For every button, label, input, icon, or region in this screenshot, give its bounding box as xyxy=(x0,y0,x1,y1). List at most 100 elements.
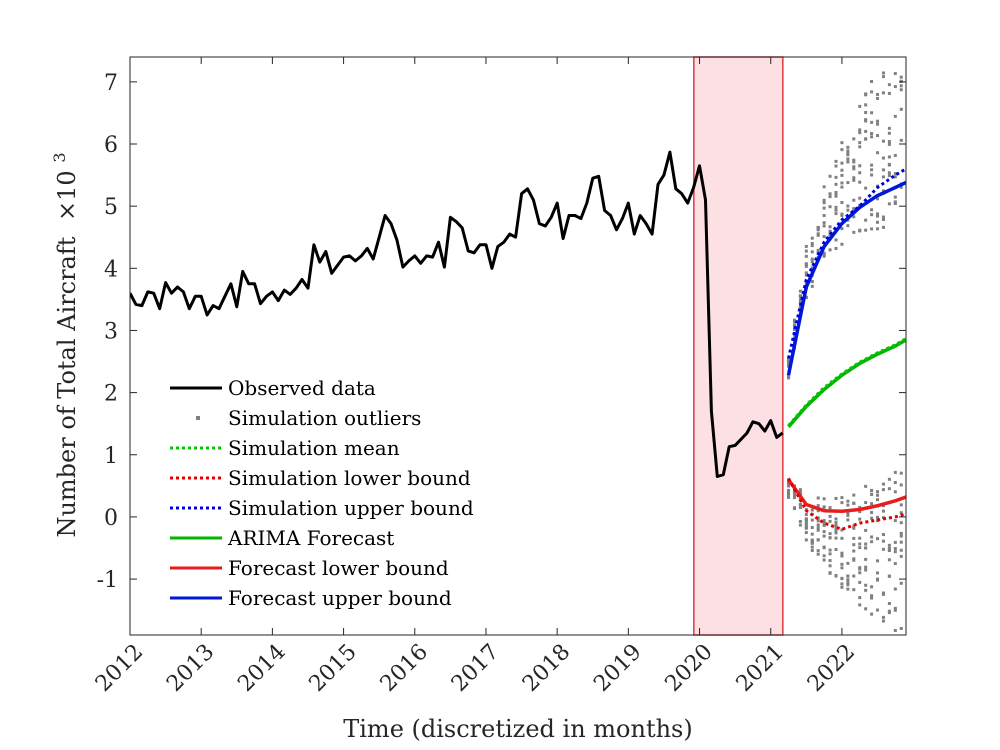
outlier-point xyxy=(828,248,832,252)
outlier-point xyxy=(828,564,832,568)
outlier-point xyxy=(893,628,897,632)
y-tick-label: 0 xyxy=(104,506,118,531)
outlier-point xyxy=(899,503,903,507)
outlier-point xyxy=(834,525,838,529)
outlier-point xyxy=(881,488,885,492)
outlier-point xyxy=(834,238,838,242)
outlier-point xyxy=(787,359,791,363)
outlier-point xyxy=(887,142,891,146)
outlier-point xyxy=(787,373,791,377)
outlier-point xyxy=(870,492,874,496)
outlier-point xyxy=(846,499,850,503)
outlier-point xyxy=(834,212,838,216)
outlier-point xyxy=(840,554,844,558)
outlier-point xyxy=(893,85,897,89)
outlier-point xyxy=(893,153,897,157)
outlier-point xyxy=(887,543,891,547)
axes-frame xyxy=(129,56,907,636)
outlier-point xyxy=(858,510,862,514)
outlier-point xyxy=(840,501,844,505)
outlier-point xyxy=(810,526,814,530)
outlier-point xyxy=(876,214,880,218)
outlier-point xyxy=(876,577,880,581)
outlier-point xyxy=(798,523,802,527)
outlier-point xyxy=(798,289,802,293)
outlier-point xyxy=(870,120,874,124)
outlier-point xyxy=(822,554,826,558)
outlier-point xyxy=(816,549,820,553)
outlier-point xyxy=(899,548,903,552)
outlier-point xyxy=(870,173,874,177)
outlier-point xyxy=(816,496,820,500)
outlier-point xyxy=(899,471,903,475)
outlier-point xyxy=(804,244,808,248)
outlier-point xyxy=(858,228,862,232)
outlier-point xyxy=(899,483,903,487)
outlier-point xyxy=(876,227,880,231)
outlier-point xyxy=(864,546,868,550)
outlier-point xyxy=(846,513,850,517)
outlier-point xyxy=(852,198,856,202)
outlier-point xyxy=(787,357,791,361)
outlier-point xyxy=(864,528,868,532)
outlier-point xyxy=(810,236,814,240)
outlier-point xyxy=(870,540,874,544)
outlier-point xyxy=(834,531,838,535)
outlier-point xyxy=(816,526,820,530)
y-tick-label: 2 xyxy=(104,382,118,407)
outlier-point xyxy=(828,195,832,199)
y-tick-label: 5 xyxy=(104,195,118,220)
outlier-point xyxy=(840,161,844,165)
y-tick-label: 4 xyxy=(104,257,118,282)
outlier-point xyxy=(852,176,856,180)
outlier-point xyxy=(828,532,832,536)
outlier-point xyxy=(870,535,874,539)
outlier-point xyxy=(887,558,891,562)
outlier-point xyxy=(864,137,868,141)
outlier-point xyxy=(834,574,838,578)
outlier-point xyxy=(810,250,814,254)
outlier-point xyxy=(816,519,820,523)
outlier-point xyxy=(822,235,826,239)
outlier-point xyxy=(870,594,874,598)
outlier-point xyxy=(876,119,880,123)
outlier-point xyxy=(834,246,838,250)
outlier-point xyxy=(834,193,838,197)
outlier-point xyxy=(893,72,897,76)
outlier-point xyxy=(822,198,826,202)
y-axis-title-text: Number of Total Aircraft xyxy=(53,236,81,537)
outlier-point xyxy=(846,145,850,149)
outlier-point xyxy=(840,185,844,189)
legend-label: Observed data xyxy=(228,376,376,400)
outlier-point xyxy=(822,558,826,562)
outlier-point xyxy=(870,90,874,94)
outlier-point xyxy=(787,492,791,496)
legend-item-lower: Forecast lower bound xyxy=(170,556,449,580)
outlier-point xyxy=(840,496,844,500)
outlier-point xyxy=(893,480,897,484)
outlier-point xyxy=(804,262,808,266)
outlier-point xyxy=(798,295,802,299)
outlier-point xyxy=(810,545,814,549)
outlier-point xyxy=(893,547,897,551)
outlier-point xyxy=(846,581,850,585)
legend-label: Simulation mean xyxy=(228,436,400,460)
outlier-point xyxy=(887,162,891,166)
outlier-point xyxy=(887,602,891,606)
outlier-point xyxy=(881,547,885,551)
outlier-point xyxy=(887,131,891,135)
outlier-point xyxy=(864,110,868,114)
outlier-point xyxy=(816,528,820,532)
y-tick-label: 1 xyxy=(104,444,118,469)
outlier-point xyxy=(804,513,808,517)
outlier-point xyxy=(870,585,874,589)
outlier-point xyxy=(864,568,868,572)
outlier-point xyxy=(858,542,862,546)
outlier-point xyxy=(852,215,856,219)
outlier-point xyxy=(804,517,808,521)
outlier-point xyxy=(798,519,802,523)
y-tick-label: 3 xyxy=(104,319,118,344)
outlier-point xyxy=(881,168,885,172)
outlier-point xyxy=(804,271,808,275)
svg-text:Number of Total Aircraft: Number of Total Aircraft ×10 3 xyxy=(50,152,81,537)
